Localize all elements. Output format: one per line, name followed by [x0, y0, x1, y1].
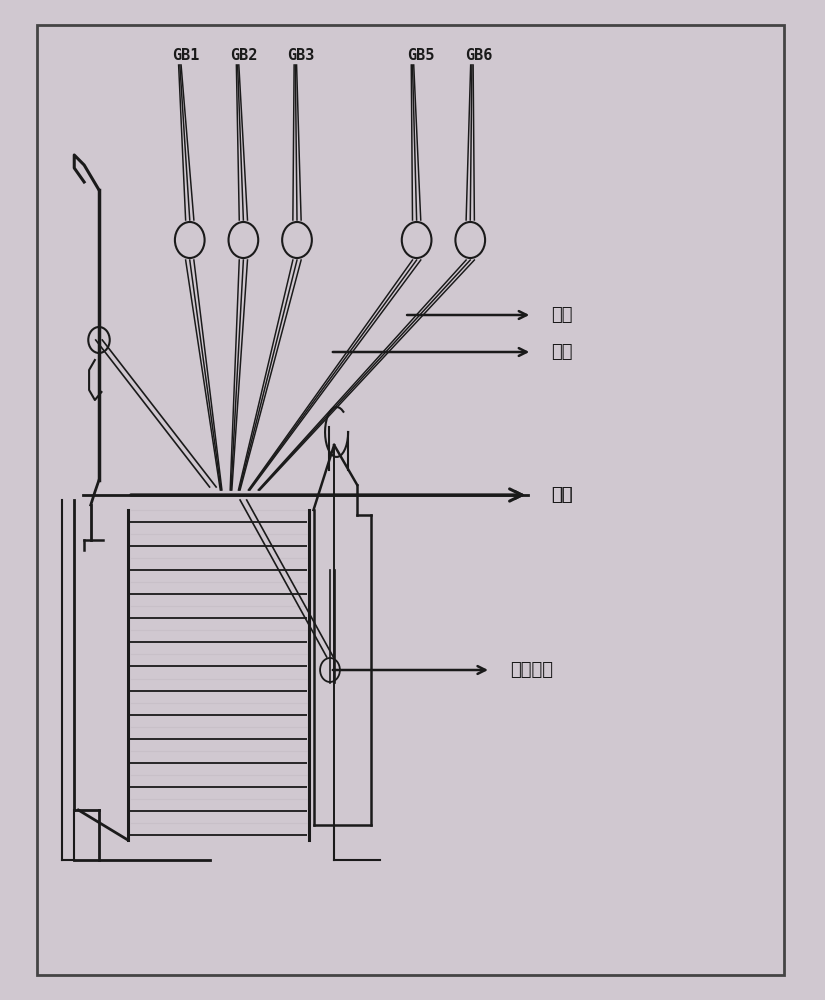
- Text: GB6: GB6: [464, 47, 493, 62]
- Circle shape: [282, 222, 312, 258]
- Text: GB3: GB3: [287, 47, 315, 62]
- Circle shape: [88, 327, 110, 353]
- Circle shape: [402, 222, 431, 258]
- Text: 底丝: 底丝: [551, 306, 573, 324]
- Circle shape: [320, 658, 340, 682]
- Text: GB2: GB2: [229, 47, 257, 62]
- Text: GB1: GB1: [172, 47, 200, 62]
- Circle shape: [229, 222, 258, 258]
- Text: 织针: 织针: [551, 486, 573, 504]
- Text: GB5: GB5: [407, 47, 435, 62]
- Circle shape: [175, 222, 205, 258]
- Text: 织针: 织针: [551, 486, 573, 504]
- Circle shape: [455, 222, 485, 258]
- Text: 未剖坐布: 未剖坐布: [510, 661, 553, 679]
- Text: 毛纱: 毛纱: [551, 343, 573, 361]
